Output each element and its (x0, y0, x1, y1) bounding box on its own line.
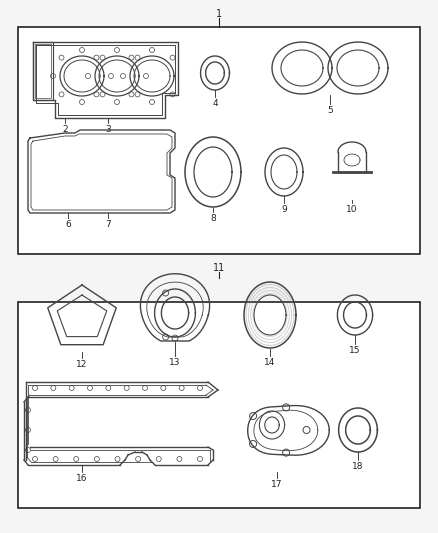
Bar (18, 302, 420, 508)
Text: 8: 8 (210, 214, 216, 223)
Text: 13: 13 (169, 358, 181, 367)
Text: 4: 4 (212, 99, 218, 108)
Text: 9: 9 (281, 205, 287, 214)
Text: 15: 15 (349, 346, 361, 355)
Text: 3: 3 (105, 125, 111, 134)
Bar (33, 42, 53, 100)
Text: 18: 18 (352, 462, 364, 471)
Text: 5: 5 (327, 106, 333, 115)
Text: 14: 14 (264, 358, 276, 367)
Text: 11: 11 (213, 263, 225, 273)
Text: 12: 12 (76, 360, 88, 369)
Text: 6: 6 (65, 220, 71, 229)
Bar (35, 44, 51, 98)
Text: 16: 16 (76, 474, 88, 483)
Text: 7: 7 (105, 220, 111, 229)
Text: 17: 17 (271, 480, 283, 489)
Bar (18, 27, 420, 254)
Text: 2: 2 (62, 125, 68, 134)
Text: 1: 1 (216, 9, 222, 19)
Text: 10: 10 (346, 205, 358, 214)
